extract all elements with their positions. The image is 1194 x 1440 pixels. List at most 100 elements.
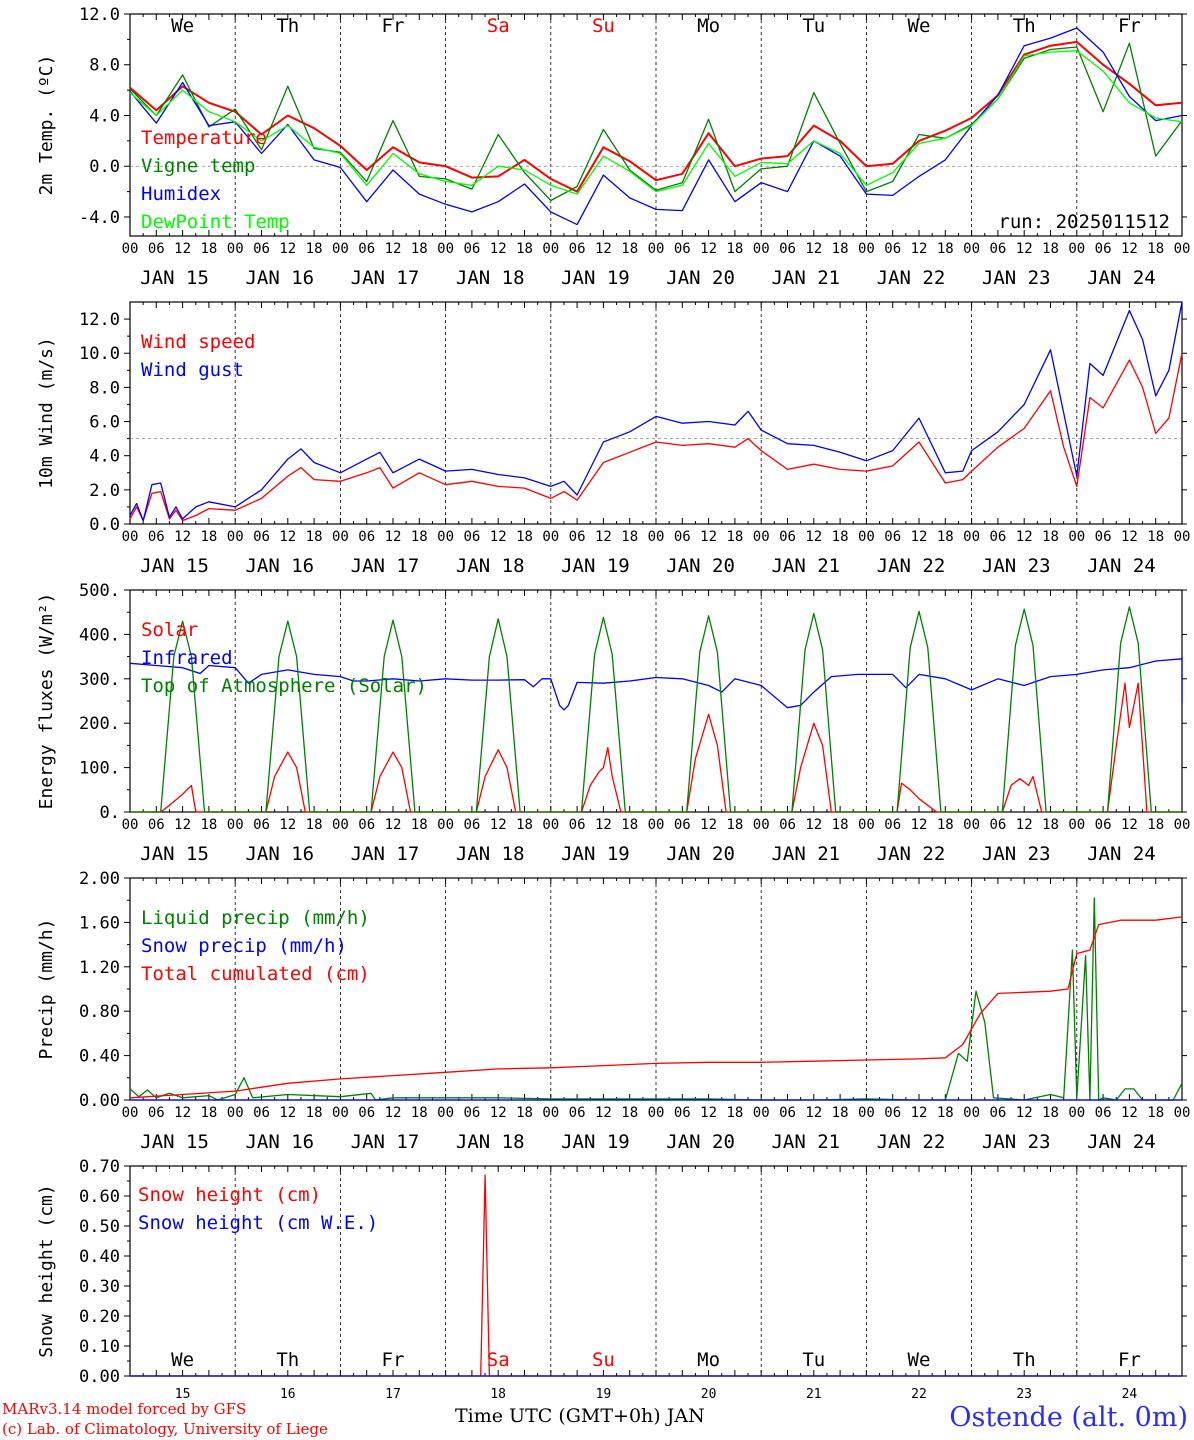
y-tick-label: 0.0	[89, 515, 120, 535]
hour-label: 00	[437, 1105, 454, 1121]
weekday-label: Fr	[382, 15, 405, 37]
hour-label: 06	[884, 817, 901, 833]
hour-label: 18	[200, 1105, 217, 1121]
y-axis-title: Energy fluxes (W/m²)	[36, 593, 57, 810]
day-number-label: 20	[701, 1387, 717, 1402]
run-label: run: 2025011512	[998, 211, 1170, 233]
weekday-label: Tu	[802, 1349, 825, 1371]
panel-4: 0.00 0.40 0.80 1.20 1.60 2.00 Precip (mm/h) 00 0…	[36, 869, 1190, 1153]
y-axis-title: Snow height (cm)	[36, 1184, 57, 1357]
hour-label: 06	[148, 1105, 165, 1121]
date-label: JAN 18	[456, 267, 525, 289]
hour-label: 00	[542, 1105, 559, 1121]
weekday-label: Th	[276, 15, 299, 37]
hour-label: 06	[1095, 817, 1112, 833]
hour-label: 06	[463, 1105, 480, 1121]
hour-label: 18	[937, 817, 954, 833]
hour-label: 18	[306, 817, 323, 833]
hour-label: 18	[411, 1105, 428, 1121]
legend-entry: Wind speed	[141, 331, 255, 353]
date-label: JAN 23	[982, 555, 1051, 577]
legend-entry: Humidex	[141, 183, 221, 205]
y-tick-label: -4.0	[79, 208, 120, 228]
y-tick-label: 0.60	[79, 1187, 120, 1207]
day-number-label: 15	[175, 1387, 191, 1402]
hour-label: 18	[937, 241, 954, 257]
hour-label: 00	[542, 817, 559, 833]
hour-label: 06	[253, 529, 270, 545]
hour-label: 12	[385, 1105, 402, 1121]
hour-label: 18	[411, 241, 428, 257]
hour-label: 06	[358, 241, 375, 257]
hour-label: 06	[148, 241, 165, 257]
weekday-label: Fr	[1118, 1349, 1141, 1371]
y-tick-label: 4.0	[89, 447, 120, 467]
date-label: JAN 20	[666, 267, 735, 289]
weekday-label: Th	[1013, 1349, 1036, 1371]
y-tick-label: 12.0	[79, 5, 120, 25]
date-label: JAN 20	[666, 555, 735, 577]
legend-entry: DewPoint Temp	[141, 211, 290, 233]
weekday-label: Fr	[382, 1349, 405, 1371]
y-tick-label: 0.40	[79, 1047, 120, 1067]
hour-label: 18	[726, 529, 743, 545]
hour-label: 00	[1068, 241, 1085, 257]
date-label: JAN 15	[140, 843, 209, 865]
legend-entry: Wind gust	[141, 359, 244, 381]
hour-label: 12	[700, 1105, 717, 1121]
hour-label: 18	[200, 241, 217, 257]
date-label: JAN 15	[140, 267, 209, 289]
y-tick-label: 300.	[79, 670, 120, 690]
hour-label: 00	[227, 1105, 244, 1121]
date-label: JAN 23	[982, 267, 1051, 289]
hour-label: 00	[963, 241, 980, 257]
hour-label: 12	[595, 817, 612, 833]
hour-label: 18	[621, 529, 638, 545]
hour-label: 12	[174, 817, 191, 833]
hour-label: 18	[726, 241, 743, 257]
hour-label: 00	[122, 241, 139, 257]
date-label: JAN 21	[771, 1131, 840, 1153]
hour-label: 06	[884, 241, 901, 257]
hour-label: 00	[332, 817, 349, 833]
hour-label: 18	[937, 529, 954, 545]
day-number-label: 18	[490, 1387, 506, 1402]
date-label: JAN 17	[351, 555, 420, 577]
hour-label: 18	[621, 1105, 638, 1121]
y-tick-label: 0.70	[79, 1157, 120, 1177]
hour-label: 00	[753, 1105, 770, 1121]
hour-label: 06	[463, 529, 480, 545]
hour-label: 00	[753, 529, 770, 545]
hour-label: 12	[490, 529, 507, 545]
day-number-label: 17	[385, 1387, 401, 1402]
date-label: JAN 20	[666, 1131, 735, 1153]
weekday-label: We	[171, 15, 194, 37]
hour-label: 06	[674, 1105, 691, 1121]
weekday-label: Th	[1013, 15, 1036, 37]
y-tick-label: 0.20	[79, 1307, 120, 1327]
y-tick-label: 6.0	[89, 413, 120, 433]
hour-label: 00	[963, 1105, 980, 1121]
y-tick-label: 0.0	[89, 157, 120, 177]
hour-label: 18	[200, 529, 217, 545]
hour-label: 06	[569, 529, 586, 545]
hour-label: 18	[411, 529, 428, 545]
hour-label: 06	[463, 241, 480, 257]
date-label: JAN 19	[561, 267, 630, 289]
hour-label: 12	[490, 817, 507, 833]
hour-label: 00	[122, 529, 139, 545]
y-tick-label: 4.0	[89, 106, 120, 126]
hour-label: 06	[148, 817, 165, 833]
hour-label: 06	[569, 817, 586, 833]
hour-label: 00	[1068, 1105, 1085, 1121]
date-label: JAN 16	[245, 267, 314, 289]
date-label: JAN 24	[1087, 555, 1156, 577]
weekday-label: Sa	[487, 1349, 510, 1371]
hour-label: 12	[385, 529, 402, 545]
hour-label: 12	[1016, 817, 1033, 833]
y-tick-label: 12.0	[79, 310, 120, 330]
y-tick-label: 2.0	[89, 481, 120, 501]
hour-label: 18	[726, 1105, 743, 1121]
panel-2: 0.0 2.0 4.0 6.0 8.0 10.0 12.0 10m Wind (m/s) 00 0…	[36, 301, 1190, 577]
weekday-label: Mo	[697, 15, 720, 37]
